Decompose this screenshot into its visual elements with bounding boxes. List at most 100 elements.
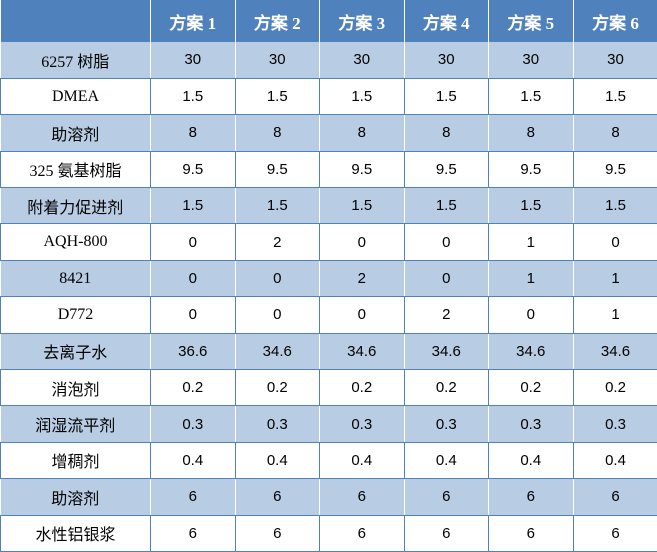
cell-value: 1.5: [235, 78, 320, 114]
cell-value: 0.4: [489, 442, 574, 478]
cell-value: 6: [320, 479, 405, 515]
cell-value: 0: [320, 224, 405, 260]
row-label: 6257 树脂: [1, 42, 151, 78]
row-label: DMEA: [1, 78, 151, 114]
row-label: 助溶剂: [1, 479, 151, 515]
row-label: 助溶剂: [1, 115, 151, 151]
row-label: 消泡剂: [1, 370, 151, 406]
cell-value: 8: [573, 115, 657, 151]
cell-value: 1: [573, 260, 657, 296]
cell-value: 6: [573, 515, 657, 551]
cell-value: 0.2: [320, 370, 405, 406]
cell-value: 6: [151, 479, 236, 515]
cell-value: 0.4: [320, 442, 405, 478]
cell-value: 0.3: [320, 406, 405, 442]
row-label: 润湿流平剂: [1, 406, 151, 442]
cell-value: 0: [151, 260, 236, 296]
row-label: 水性铝银浆: [1, 515, 151, 551]
cell-value: 9.5: [151, 151, 236, 187]
cell-value: 0.3: [573, 406, 657, 442]
cell-value: 9.5: [320, 151, 405, 187]
cell-value: 30: [489, 42, 574, 78]
cell-value: 1.5: [573, 188, 657, 224]
cell-value: 0: [404, 224, 489, 260]
cell-value: 8: [489, 115, 574, 151]
cell-value: 9.5: [489, 151, 574, 187]
header-plan-5: 方案 5: [489, 0, 574, 42]
header-plan-6: 方案 6: [573, 0, 657, 42]
cell-value: 0.3: [235, 406, 320, 442]
cell-value: 1.5: [320, 78, 405, 114]
cell-value: 6: [404, 479, 489, 515]
cell-value: 36.6: [151, 333, 236, 369]
cell-value: 1.5: [320, 188, 405, 224]
cell-value: 6: [235, 479, 320, 515]
header-plan-4: 方案 4: [404, 0, 489, 42]
cell-value: 0: [235, 260, 320, 296]
row-label: 8421: [1, 260, 151, 296]
cell-value: 1.5: [573, 78, 657, 114]
row-label: AQH-800: [1, 224, 151, 260]
cell-value: 2: [404, 297, 489, 333]
cell-value: 8: [151, 115, 236, 151]
cell-value: 0.4: [573, 442, 657, 478]
cell-value: 6: [404, 515, 489, 551]
cell-value: 6: [489, 479, 574, 515]
cell-value: 1.5: [489, 188, 574, 224]
cell-value: 0: [573, 224, 657, 260]
cell-value: 0.2: [489, 370, 574, 406]
row-label: D772: [1, 297, 151, 333]
cell-value: 0: [320, 297, 405, 333]
cell-value: 6: [235, 515, 320, 551]
cell-value: 34.6: [320, 333, 405, 369]
cell-value: 6: [320, 515, 405, 551]
cell-value: 0.2: [151, 370, 236, 406]
cell-value: 6: [489, 515, 574, 551]
cell-value: 6: [151, 515, 236, 551]
cell-value: 30: [235, 42, 320, 78]
row-label: 增稠剂: [1, 442, 151, 478]
cell-value: 0: [404, 260, 489, 296]
cell-value: 0: [151, 297, 236, 333]
cell-value: 30: [151, 42, 236, 78]
header-plan-1: 方案 1: [151, 0, 236, 42]
cell-value: 0.4: [235, 442, 320, 478]
cell-value: 1.5: [404, 78, 489, 114]
cell-value: 0.2: [404, 370, 489, 406]
cell-value: 0.4: [404, 442, 489, 478]
cell-value: 0: [151, 224, 236, 260]
cell-value: 2: [320, 260, 405, 296]
cell-value: 8: [235, 115, 320, 151]
cell-value: 1.5: [235, 188, 320, 224]
cell-value: 30: [404, 42, 489, 78]
cell-value: 1.5: [489, 78, 574, 114]
cell-value: 6: [573, 479, 657, 515]
row-label: 325 氨基树脂: [1, 151, 151, 187]
cell-value: 1: [489, 224, 574, 260]
cell-value: 1: [489, 260, 574, 296]
cell-value: 0.4: [151, 442, 236, 478]
row-label: 去离子水: [1, 333, 151, 369]
header-row: 方案 1 方案 2 方案 3 方案 4 方案 5 方案 6: [1, 0, 657, 42]
cell-value: 30: [573, 42, 657, 78]
cell-value: 8: [320, 115, 405, 151]
cell-value: 9.5: [235, 151, 320, 187]
cell-value: 1.5: [151, 78, 236, 114]
cell-value: 1: [573, 297, 657, 333]
cell-value: 30: [320, 42, 405, 78]
cell-value: 9.5: [404, 151, 489, 187]
cell-value: 8: [404, 115, 489, 151]
cell-value: 2: [235, 224, 320, 260]
cell-value: 9.5: [573, 151, 657, 187]
